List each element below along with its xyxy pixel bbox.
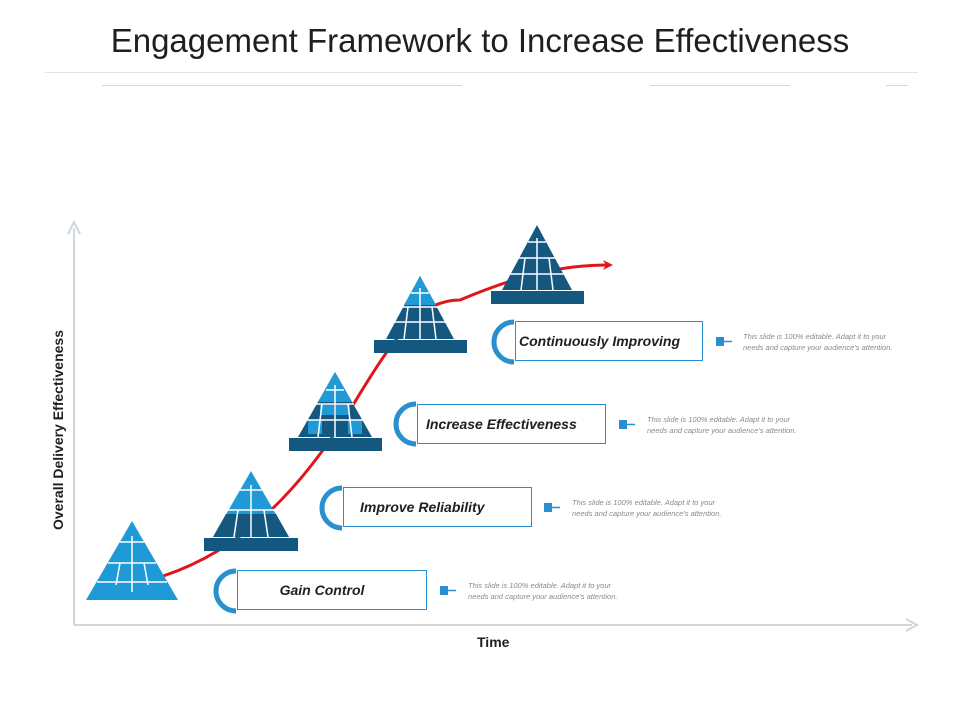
stage-1-description-line-2: needs and capture your audience's attent… — [468, 592, 618, 601]
stage-2-label-arc — [319, 485, 343, 531]
stage-1-label-arc — [213, 568, 237, 614]
subtitle-divider-2 — [650, 85, 790, 86]
stage-4-description-line-1: This slide is 100% editable. Adapt it to… — [743, 332, 887, 341]
pyramid-stage-4 — [374, 276, 467, 353]
stage-3-connector-icon — [619, 420, 635, 429]
stage-3-description-line-2: needs and capture your audience's attent… — [647, 426, 797, 435]
x-axis-arrowhead — [905, 618, 920, 632]
subtitle-divider-1 — [102, 85, 462, 86]
stage-1-label-text: Gain Control — [279, 582, 365, 598]
stage-3-label-text: Increase Effectiveness — [426, 416, 577, 432]
stage-4-label: Continuously Improving — [515, 321, 703, 361]
page-title: Engagement Framework to Increase Effecti… — [110, 22, 850, 59]
stage-2-description-line-2: needs and capture your audience's attent… — [572, 509, 722, 518]
pyramid-stage-2 — [204, 471, 298, 551]
stage-2-label-text: Improve Reliability — [360, 499, 485, 515]
stage-1-connector-icon — [440, 586, 456, 595]
stage-2-description-line-1: This slide is 100% editable. Adapt it to… — [572, 498, 716, 507]
pyramid-stage-3 — [289, 372, 382, 451]
title-divider — [45, 72, 918, 73]
subtitle-divider-3 — [886, 85, 908, 86]
stage-4-description-line-2: needs and capture your audience's attent… — [743, 343, 893, 352]
stage-3-label-arc — [393, 401, 417, 447]
stage-1-description: This slide is 100% editable. Adapt it to… — [468, 580, 658, 602]
stage-1-label: Gain Control — [237, 570, 427, 610]
stage-4-label-text: Continuously Improving — [519, 333, 680, 349]
y-axis-label: Overall Delivery Effectiveness — [50, 329, 66, 530]
stage-4-description: This slide is 100% editable. Adapt it to… — [743, 331, 933, 353]
stage-3-description: This slide is 100% editable. Adapt it to… — [647, 414, 837, 436]
stage-4-connector-icon — [716, 337, 732, 346]
stage-2-connector-icon — [544, 503, 560, 512]
stage-2-label: Improve Reliability — [343, 487, 532, 527]
stage-3-label: Increase Effectiveness — [417, 404, 606, 444]
stage-1-description-line-1: This slide is 100% editable. Adapt it to… — [468, 581, 612, 590]
x-axis-label: Time — [477, 634, 510, 650]
stage-2-description: This slide is 100% editable. Adapt it to… — [572, 497, 762, 519]
stage-4-label-arc — [491, 319, 515, 365]
pyramid-stage-1 — [86, 521, 178, 600]
pyramid-stage-5 — [491, 225, 584, 304]
y-axis-arrowhead — [67, 219, 81, 235]
stage-3-description-line-1: This slide is 100% editable. Adapt it to… — [647, 415, 791, 424]
